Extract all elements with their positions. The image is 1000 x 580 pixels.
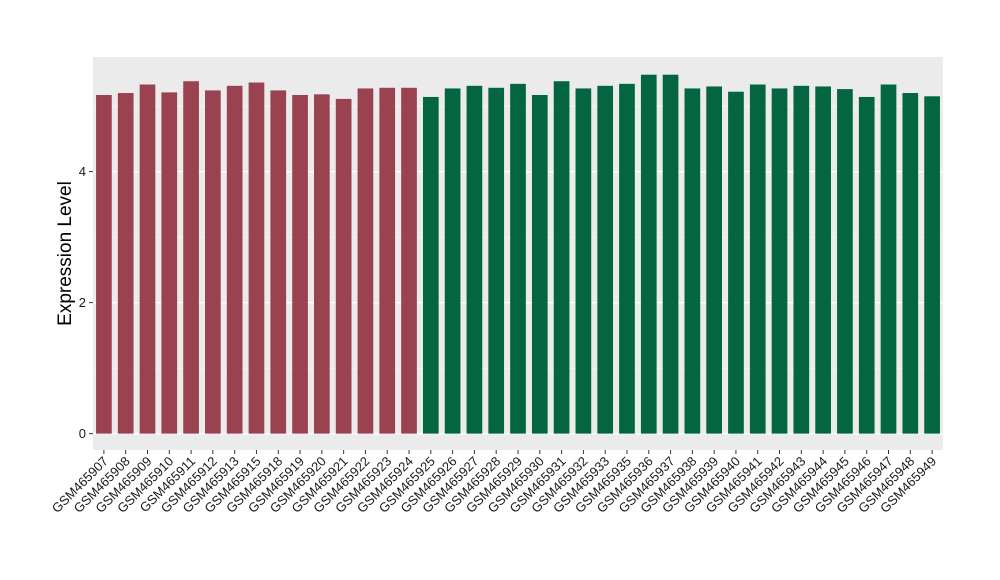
y-tick-label: 4 xyxy=(79,164,86,179)
bar-GSM465931 xyxy=(553,81,570,434)
bar-GSM465911 xyxy=(183,81,199,434)
bar-GSM465945 xyxy=(837,89,853,434)
bar-GSM465947 xyxy=(880,84,897,434)
bar-GSM465910 xyxy=(161,92,178,434)
bar-GSM465932 xyxy=(575,88,592,434)
bar-GSM465909 xyxy=(139,84,156,434)
bar-GSM465923 xyxy=(379,87,396,434)
bar-GSM465929 xyxy=(510,83,526,434)
bar-GSM465920 xyxy=(314,94,330,434)
bar-GSM465941 xyxy=(749,84,766,434)
y-axis: 0 2 4 xyxy=(79,164,93,441)
bar-GSM465919 xyxy=(292,94,308,434)
bar-GSM465949 xyxy=(924,96,940,434)
bar-GSM465944 xyxy=(815,86,831,434)
bar-GSM465921 xyxy=(335,98,352,434)
bar-GSM465936 xyxy=(640,74,657,434)
bar-GSM465943 xyxy=(793,85,810,434)
y-tick-label: 2 xyxy=(79,295,86,310)
bar-GSM465938 xyxy=(684,88,701,434)
bar-GSM465928 xyxy=(488,87,505,434)
x-axis: GSM465907GSM465908GSM465909GSM465910GSM4… xyxy=(49,450,939,516)
bar-GSM465918 xyxy=(270,90,287,434)
y-axis-title: Expression Level xyxy=(55,181,76,326)
bar-GSM465924 xyxy=(401,87,417,434)
bar-GSM465930 xyxy=(531,94,548,434)
bar-GSM465908 xyxy=(117,93,134,434)
bar-GSM465925 xyxy=(422,96,439,434)
bar-GSM465913 xyxy=(226,85,243,434)
bar-GSM465926 xyxy=(444,88,461,434)
bar-GSM465946 xyxy=(858,96,875,434)
bar-GSM465935 xyxy=(619,83,635,434)
bar-GSM465948 xyxy=(902,93,919,434)
bar-GSM465937 xyxy=(662,74,679,434)
bar-GSM465940 xyxy=(728,91,744,434)
bar-GSM465915 xyxy=(248,82,265,434)
bar-GSM465907 xyxy=(96,94,112,434)
bar-GSM465912 xyxy=(205,90,221,434)
bar-GSM465939 xyxy=(706,86,722,434)
bar-GSM465933 xyxy=(597,85,614,434)
bar-GSM465922 xyxy=(357,88,374,434)
bars xyxy=(96,74,940,434)
bar-GSM465942 xyxy=(771,88,788,434)
y-tick-label: 0 xyxy=(79,426,86,441)
bar-GSM465927 xyxy=(466,85,483,434)
